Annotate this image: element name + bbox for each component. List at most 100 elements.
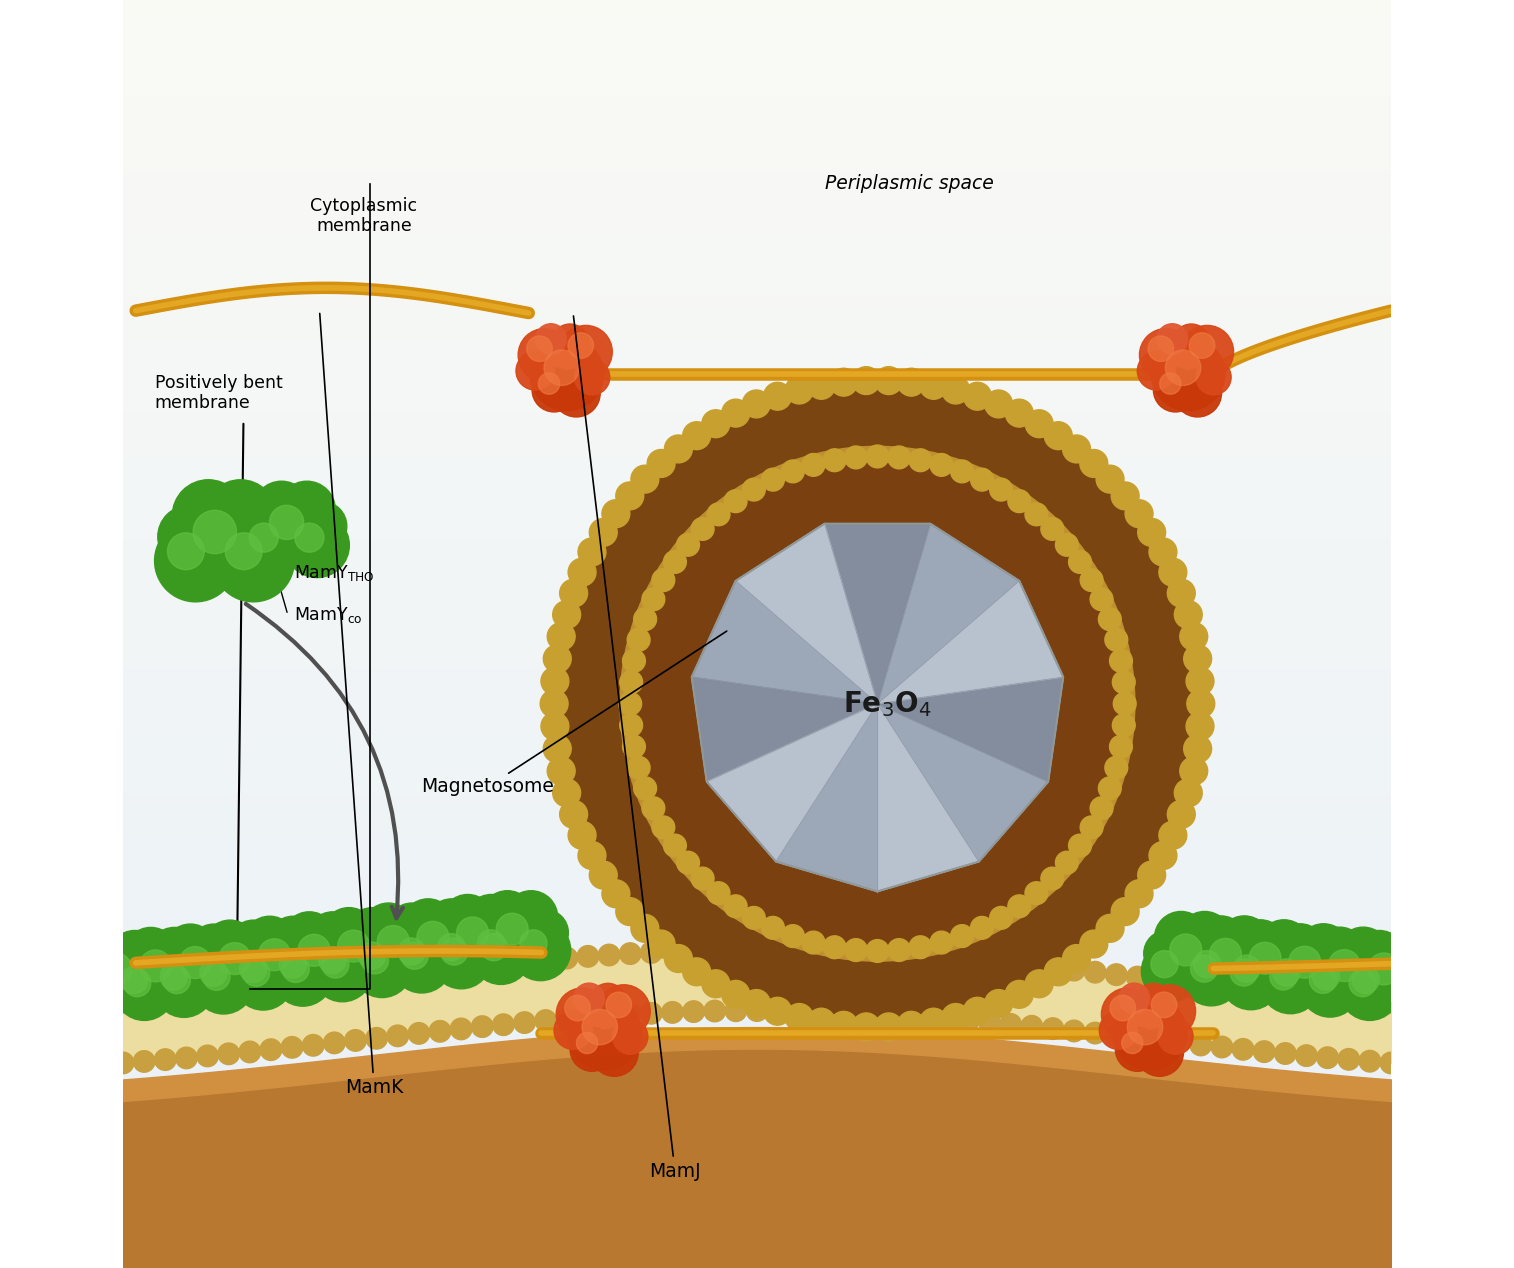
Polygon shape (878, 581, 1063, 704)
Bar (123, 370, 1391, 380)
Circle shape (1217, 915, 1270, 969)
Circle shape (1223, 946, 1284, 1006)
Circle shape (990, 478, 1013, 501)
Circle shape (789, 1000, 810, 1022)
Circle shape (1122, 1032, 1143, 1054)
Circle shape (148, 927, 201, 980)
Circle shape (663, 550, 686, 573)
Circle shape (266, 917, 319, 970)
Circle shape (1149, 842, 1176, 870)
Circle shape (1382, 960, 1443, 1021)
Circle shape (665, 945, 692, 973)
Circle shape (627, 756, 650, 779)
Circle shape (786, 1003, 813, 1031)
Bar (123, 1036, 1391, 1046)
Circle shape (619, 1004, 640, 1026)
Circle shape (206, 943, 251, 989)
Circle shape (239, 980, 260, 1002)
Circle shape (642, 588, 665, 611)
Circle shape (431, 928, 492, 989)
Circle shape (298, 935, 330, 966)
Circle shape (622, 649, 645, 672)
Circle shape (430, 960, 451, 981)
Circle shape (565, 995, 590, 1021)
Circle shape (1328, 950, 1360, 981)
Circle shape (1296, 984, 1317, 1006)
Circle shape (468, 921, 528, 980)
Circle shape (951, 460, 974, 483)
Circle shape (631, 914, 659, 942)
Circle shape (477, 929, 504, 957)
Circle shape (239, 1041, 260, 1063)
Circle shape (930, 931, 952, 954)
Circle shape (613, 1019, 648, 1054)
Bar (123, 402, 1391, 412)
Circle shape (990, 907, 1013, 929)
Bar (123, 1088, 1391, 1099)
Circle shape (188, 924, 241, 978)
Circle shape (683, 957, 710, 985)
Circle shape (1042, 1018, 1064, 1040)
Circle shape (1105, 629, 1128, 652)
Circle shape (282, 955, 309, 983)
Bar (123, 877, 1391, 888)
Circle shape (1025, 881, 1048, 904)
Bar (123, 339, 1391, 349)
Circle shape (1169, 971, 1190, 993)
Circle shape (154, 1049, 176, 1070)
Circle shape (1113, 714, 1136, 737)
Circle shape (1185, 713, 1214, 741)
Circle shape (1275, 981, 1296, 1003)
Circle shape (366, 1027, 388, 1049)
Circle shape (662, 1002, 683, 1023)
Bar (123, 465, 1391, 476)
Circle shape (112, 992, 133, 1013)
Circle shape (124, 970, 151, 997)
Circle shape (430, 913, 477, 960)
Circle shape (1105, 1025, 1126, 1046)
Circle shape (704, 1000, 725, 1022)
Circle shape (377, 926, 409, 957)
Circle shape (530, 337, 604, 411)
Circle shape (621, 446, 1136, 961)
Circle shape (1148, 1030, 1169, 1051)
Circle shape (441, 938, 468, 965)
Circle shape (154, 520, 236, 602)
Circle shape (1125, 500, 1154, 527)
Circle shape (1125, 880, 1154, 908)
Circle shape (457, 917, 489, 948)
Circle shape (324, 931, 371, 976)
Circle shape (704, 940, 725, 961)
Circle shape (742, 391, 771, 418)
Circle shape (1148, 336, 1173, 361)
Bar (123, 951, 1391, 961)
Circle shape (852, 366, 880, 394)
Circle shape (722, 980, 749, 1008)
Circle shape (553, 601, 580, 629)
Bar (123, 190, 1391, 200)
Circle shape (702, 970, 730, 998)
Circle shape (810, 940, 831, 961)
Circle shape (646, 449, 675, 477)
Circle shape (1369, 954, 1400, 985)
Circle shape (1296, 1045, 1317, 1066)
Circle shape (151, 954, 210, 1014)
Circle shape (82, 970, 107, 997)
Circle shape (622, 735, 645, 758)
Bar (123, 391, 1391, 402)
Bar (123, 1025, 1391, 1036)
Bar (123, 581, 1391, 592)
Bar (123, 254, 1391, 264)
Circle shape (786, 377, 813, 404)
Circle shape (887, 938, 910, 961)
Circle shape (978, 1012, 1001, 1033)
Bar (123, 856, 1391, 866)
Circle shape (1084, 961, 1105, 983)
Circle shape (1184, 734, 1211, 762)
Circle shape (589, 984, 627, 1019)
Bar (123, 571, 1391, 581)
Circle shape (845, 672, 910, 735)
Circle shape (1069, 834, 1092, 857)
Circle shape (1173, 325, 1210, 360)
Bar (123, 814, 1391, 824)
